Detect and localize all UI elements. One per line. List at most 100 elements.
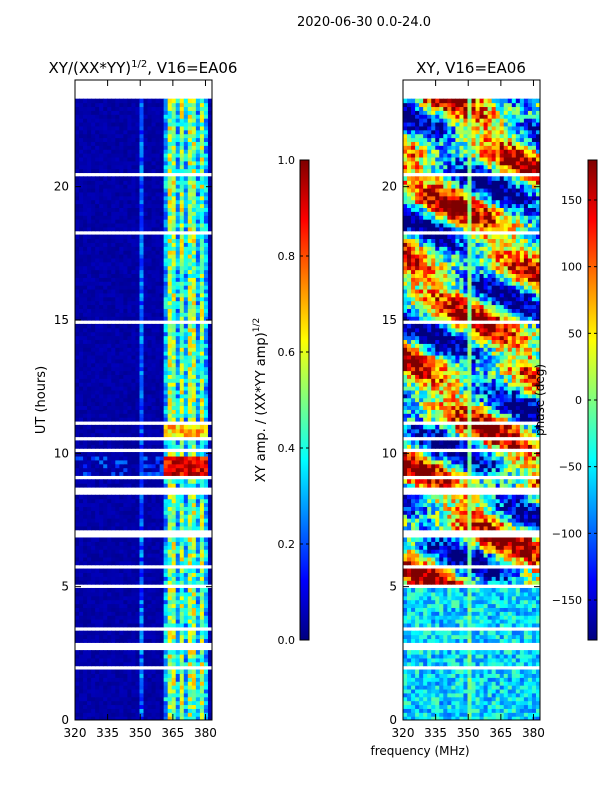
panel1-cell xyxy=(159,397,165,403)
panel1-cell xyxy=(135,661,141,667)
panel1-cell xyxy=(175,300,181,306)
panel1-cell xyxy=(187,176,193,181)
panel1-cell xyxy=(179,572,185,577)
panel1-cell xyxy=(175,296,181,302)
panel1-cell xyxy=(187,281,193,286)
panel1-cell xyxy=(159,568,165,574)
panel1-cell xyxy=(191,323,197,329)
panel1-cell xyxy=(183,211,189,216)
panel1-cell xyxy=(199,327,205,333)
panel1-cell xyxy=(163,545,169,550)
panel1-cell xyxy=(131,405,137,410)
panel1-cell xyxy=(207,358,212,364)
panel1-cell xyxy=(99,483,104,488)
panel1-cell xyxy=(127,688,133,694)
panel1-cell xyxy=(107,541,112,546)
panel1-cell xyxy=(83,339,88,344)
panel1-cell xyxy=(135,335,141,341)
panel1-cell xyxy=(123,374,128,379)
panel1-cell xyxy=(111,281,116,286)
panel1-cell xyxy=(171,483,177,488)
panel1-cell xyxy=(163,199,169,205)
panel1-cell xyxy=(119,417,124,422)
panel1-cell xyxy=(195,397,201,403)
panel1-cell xyxy=(75,537,80,542)
panel1-cell xyxy=(135,440,141,445)
panel1-cell xyxy=(127,242,133,247)
panel1-cell xyxy=(147,549,153,554)
panel1-cell xyxy=(83,712,88,717)
panel1-cell xyxy=(179,358,185,364)
panel1-cell xyxy=(167,591,173,597)
panel1-cell xyxy=(83,238,88,243)
panel1-cell xyxy=(119,521,124,527)
panel1-cell xyxy=(151,187,157,193)
panel1-cell xyxy=(179,556,185,562)
panel1-cell xyxy=(147,327,153,333)
panel1-cell xyxy=(123,587,128,593)
panel1-cell xyxy=(191,156,197,162)
panel1-cell xyxy=(111,277,116,282)
panel1-cell xyxy=(163,296,169,302)
panel1-cell xyxy=(75,409,80,414)
panel1-cell xyxy=(191,615,197,620)
panel1-cell xyxy=(151,455,157,461)
panel1-cell xyxy=(199,145,205,150)
panel1-cell xyxy=(195,125,201,131)
panel1-cell xyxy=(179,219,185,224)
panel1-cell xyxy=(195,607,201,612)
panel1-cell xyxy=(119,238,124,243)
panel1-cell xyxy=(115,653,120,659)
panel1-cell xyxy=(163,168,169,174)
panel1-cell xyxy=(155,428,161,434)
panel1-cell xyxy=(87,106,92,111)
panel1-cell xyxy=(95,463,100,469)
panel1-cell xyxy=(135,595,141,601)
panel1-cell xyxy=(151,615,157,620)
panel1-cell xyxy=(111,455,116,461)
panel1-cell xyxy=(79,219,84,224)
panel1-cell xyxy=(187,498,193,504)
panel1-cell xyxy=(95,331,100,337)
panel1-cell xyxy=(99,176,104,181)
panel1-cell xyxy=(159,156,165,162)
panel1-cell xyxy=(95,366,100,372)
panel1-cell xyxy=(83,653,88,659)
panel1-cell xyxy=(119,432,124,438)
panel1-cell xyxy=(123,343,128,348)
panel1-cell xyxy=(107,545,112,550)
panel1-cell xyxy=(159,292,165,298)
panel1-cell xyxy=(199,222,205,228)
panel1-cell xyxy=(111,378,116,383)
panel1-cell xyxy=(107,409,112,414)
panel1-cell xyxy=(151,153,157,158)
panel1-cell xyxy=(151,712,157,717)
panel1-cell xyxy=(87,599,92,605)
panel1-cell xyxy=(191,374,197,379)
panel1-cell xyxy=(139,704,145,709)
panel1-cell xyxy=(79,599,84,605)
panel1-cell xyxy=(159,657,165,663)
panel1-cell xyxy=(159,215,165,220)
panel1-cell xyxy=(75,685,80,690)
panel1-cell xyxy=(187,568,193,574)
panel1-cell xyxy=(83,591,88,597)
panel1-cell xyxy=(151,638,157,643)
panel1-cell xyxy=(119,114,124,119)
panel1-cell xyxy=(143,650,149,655)
panel1-cell xyxy=(183,560,189,566)
panel1-cell xyxy=(83,428,88,434)
panel1-cell xyxy=(191,222,197,228)
panel1-cell xyxy=(143,354,149,360)
panel1-cell xyxy=(91,358,96,364)
panel1-cell xyxy=(75,599,80,605)
panel1-cell xyxy=(87,180,92,185)
panel1-cell xyxy=(171,521,177,527)
panel1-cell xyxy=(159,502,165,508)
panel1-cell xyxy=(99,638,104,643)
panel1-cell xyxy=(191,339,197,344)
panel1-cell xyxy=(183,238,189,243)
panel1-cell xyxy=(167,696,173,702)
panel1-cell xyxy=(119,541,124,546)
panel1-cell xyxy=(203,254,209,259)
